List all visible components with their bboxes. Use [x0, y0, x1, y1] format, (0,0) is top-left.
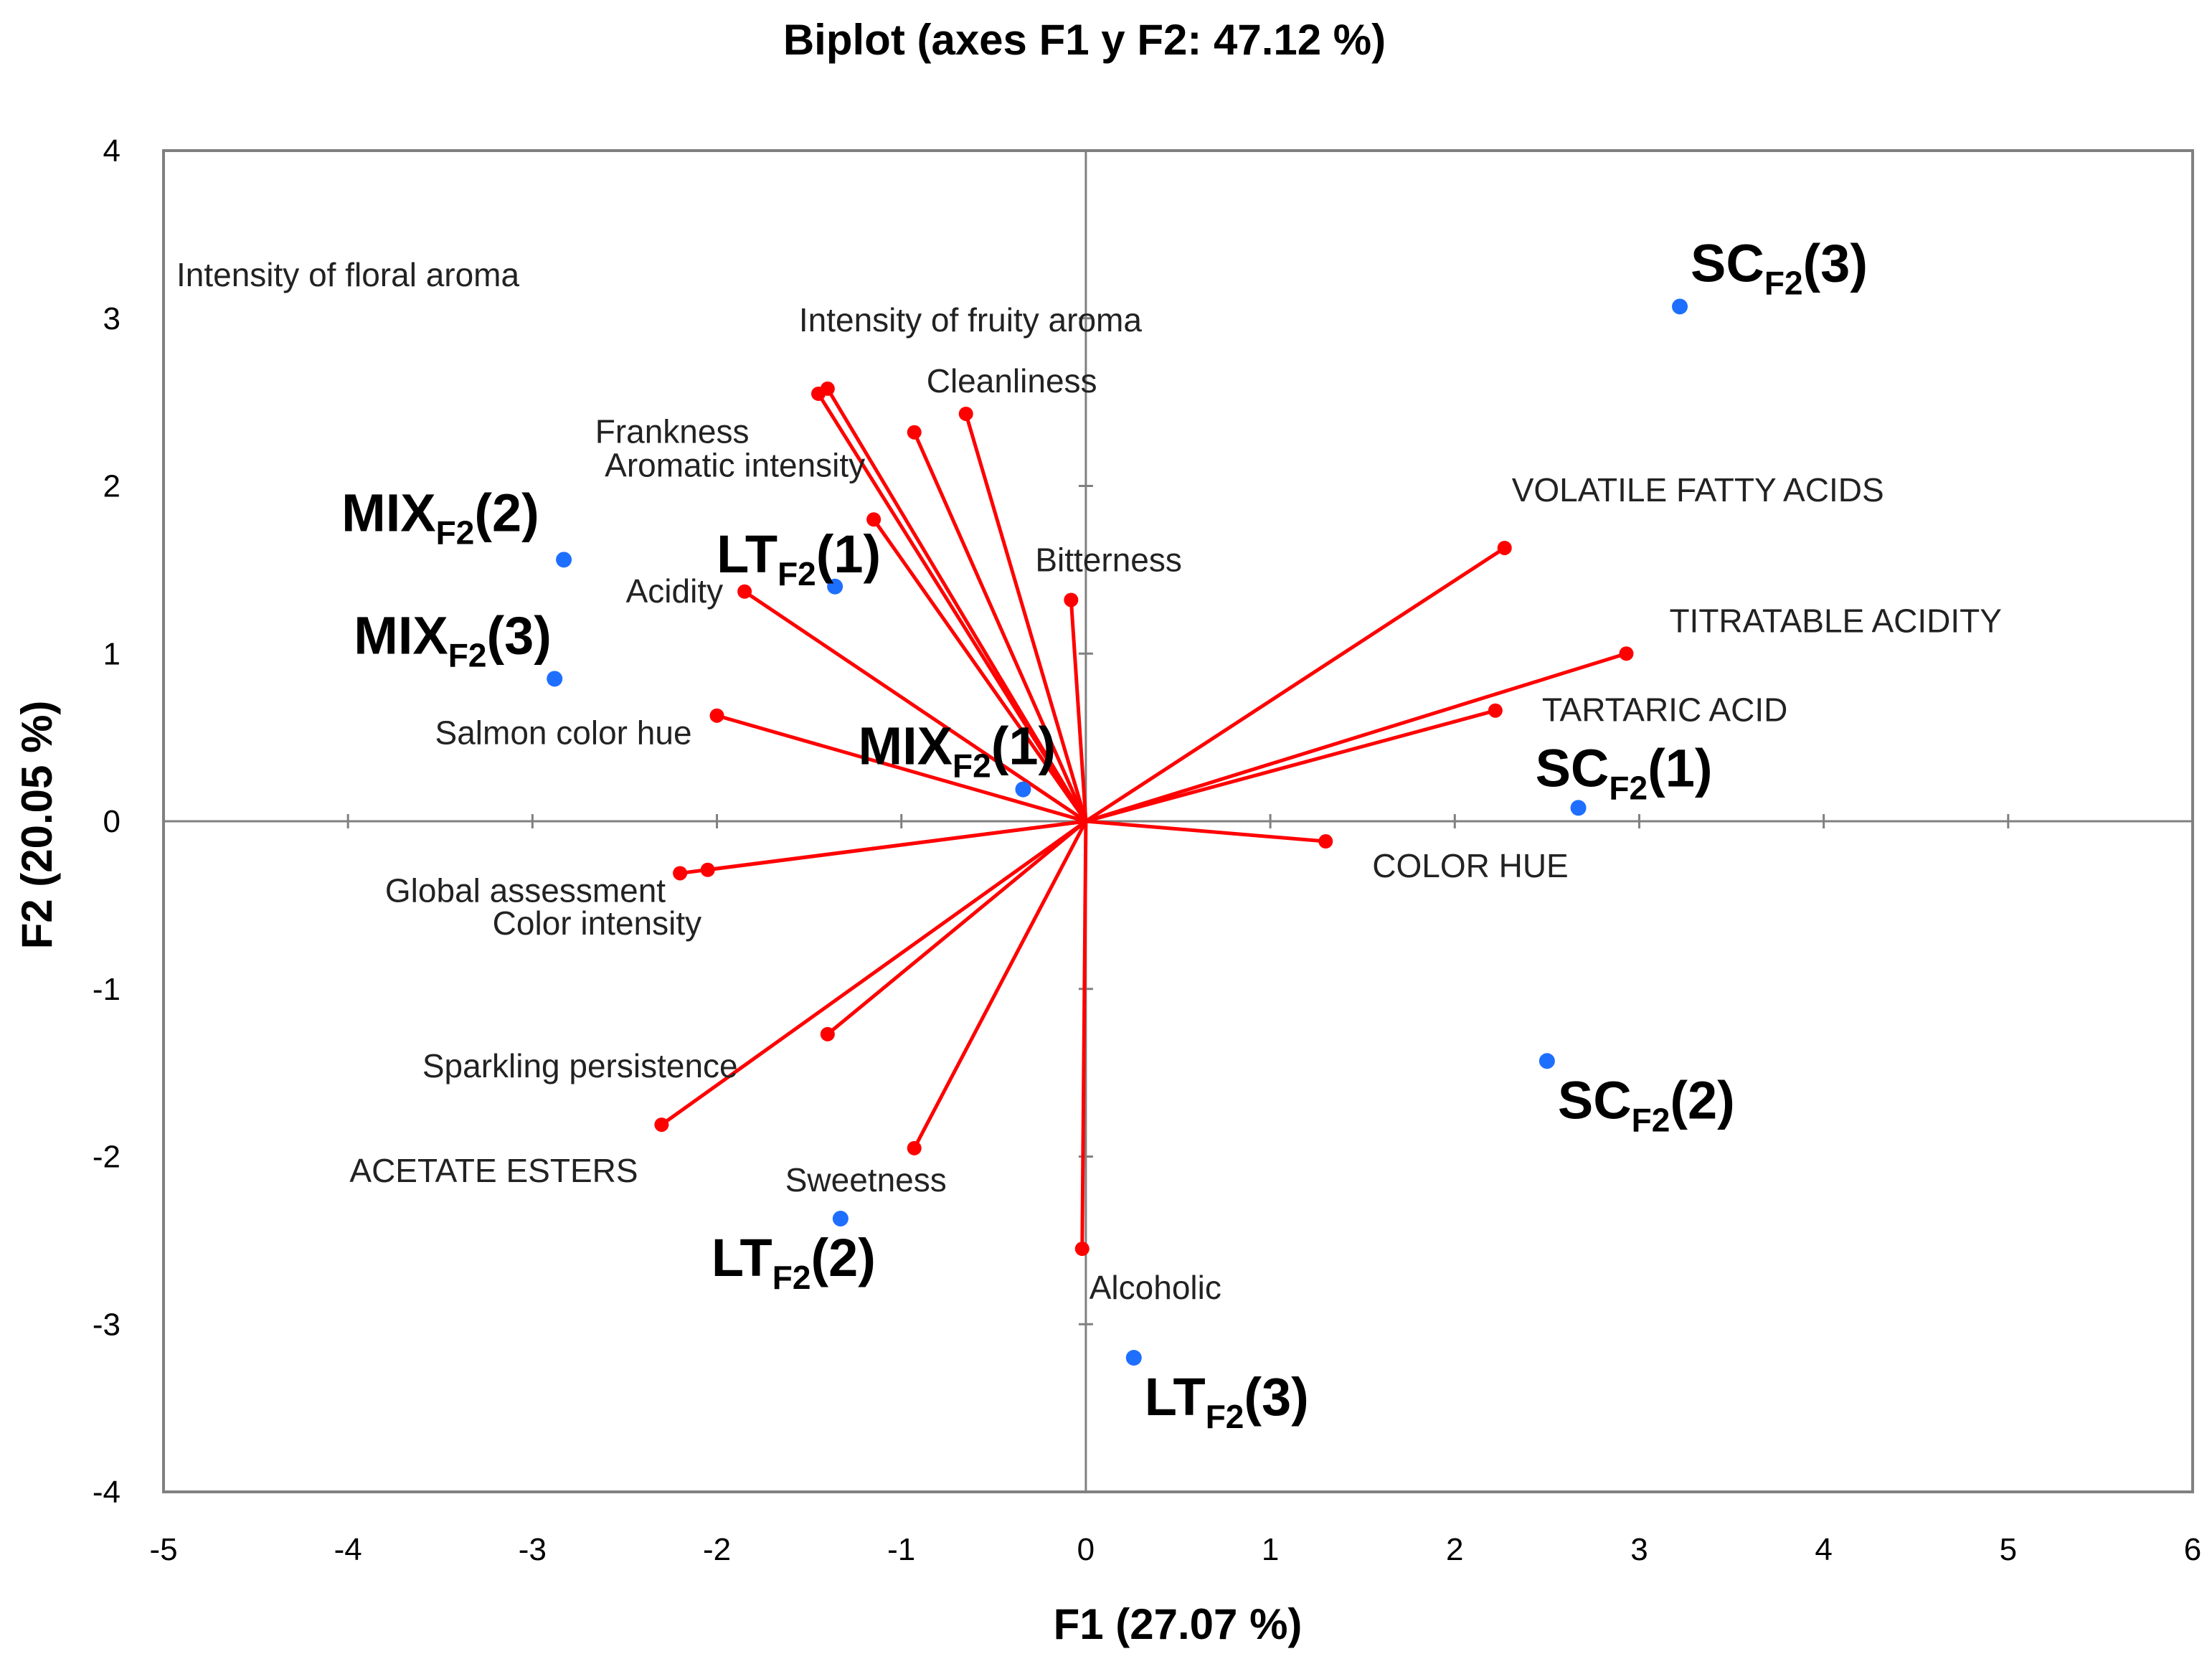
- loading-point: [1619, 646, 1634, 661]
- y-tick-label: 3: [103, 301, 120, 336]
- loading-vector: [743, 590, 1087, 823]
- variable-label: Global assessment: [385, 871, 666, 909]
- x-tick-label: -4: [334, 1532, 362, 1567]
- observation-label: SCF2(3): [1691, 233, 1868, 301]
- x-tick-label: 1: [1262, 1532, 1279, 1567]
- loading-point: [907, 425, 922, 440]
- observation-point: [827, 578, 843, 595]
- x-tick-label: -5: [149, 1532, 177, 1567]
- variable-label: ACETATE ESTERS: [349, 1152, 638, 1189]
- variable-label: Aromatic intensity: [605, 446, 865, 483]
- observation-point: [1015, 781, 1031, 798]
- observation-point: [556, 552, 572, 568]
- loading-point: [1497, 540, 1512, 555]
- loading-point: [1074, 1242, 1090, 1257]
- x-tick-label: 6: [2184, 1532, 2201, 1567]
- loading-point: [654, 1117, 669, 1133]
- variable-label: Bitterness: [1035, 541, 1182, 578]
- loading-point: [737, 584, 752, 599]
- loading-point: [673, 866, 688, 881]
- loading-point: [820, 1026, 835, 1041]
- x-tick-label: 4: [1815, 1532, 1832, 1567]
- variable-label: Color intensity: [493, 904, 701, 942]
- x-tick-label: -2: [703, 1532, 731, 1567]
- chart-title: Biplot (axes F1 y F2: 47.12 %): [783, 16, 1386, 64]
- variable-label: Acidity: [626, 572, 723, 610]
- loading-vector: [872, 518, 1087, 823]
- y-tick-label: 1: [103, 636, 120, 671]
- variable-label: Cleanliness: [927, 362, 1097, 400]
- y-tick-label: 4: [103, 133, 120, 169]
- loading-vector: [716, 714, 1087, 823]
- y-tick-label: 0: [103, 804, 120, 839]
- observation-point: [1539, 1053, 1555, 1069]
- observation-label: MIXF2(2): [341, 483, 539, 551]
- loading-vector: [1069, 600, 1088, 822]
- x-tick-label: 5: [2000, 1532, 2017, 1567]
- loading-vector: [1085, 709, 1496, 823]
- x-tick-label: -1: [887, 1532, 915, 1567]
- loading-vector: [1085, 651, 1627, 823]
- loading-point: [866, 512, 882, 527]
- variable-label: Alcoholic: [1090, 1269, 1221, 1306]
- y-tick-label: -2: [93, 1140, 120, 1175]
- variable-label: COLOR HUE: [1372, 847, 1568, 884]
- observation-label: SCF2(1): [1536, 738, 1713, 806]
- variable-label: TITRATABLE ACIDITY: [1669, 602, 2001, 639]
- loading-vector: [912, 820, 1088, 1149]
- loading-point: [958, 406, 973, 421]
- loading-point: [820, 381, 835, 396]
- loading-vector: [826, 820, 1087, 1036]
- loading-point: [1318, 834, 1333, 849]
- x-tick-label: 0: [1077, 1532, 1095, 1567]
- observation-label: MIXF2(1): [858, 717, 1056, 785]
- loading-vector: [964, 413, 1088, 822]
- observation-label: SCF2(2): [1558, 1070, 1735, 1138]
- y-tick-label: -3: [93, 1307, 120, 1342]
- x-tick-label: 2: [1446, 1532, 1463, 1567]
- y-tick-label: -1: [93, 972, 120, 1007]
- loading-point: [1488, 703, 1503, 718]
- observation-point: [1125, 1350, 1142, 1366]
- loading-vector: [912, 431, 1088, 823]
- y-tick-label: -4: [93, 1475, 120, 1510]
- variable-label: Salmon color hue: [435, 714, 692, 752]
- loading-vector: [1084, 546, 1506, 823]
- observation-label: LTF2(1): [717, 524, 881, 592]
- loading-vector: [1085, 819, 1326, 843]
- variable-label: VOLATILE FATTY ACIDS: [1512, 471, 1884, 509]
- variable-label: Sweetness: [785, 1161, 947, 1199]
- observation-point: [1570, 800, 1587, 816]
- observation-point: [547, 671, 563, 687]
- observation-label: MIXF2(3): [354, 605, 552, 673]
- variable-label: Sparkling persistence: [422, 1047, 738, 1084]
- loading-vector: [707, 819, 1087, 872]
- variable-label: Intensity of floral aroma: [176, 256, 520, 293]
- x-tick-label: -3: [519, 1532, 547, 1567]
- loading-vector: [660, 819, 1087, 1127]
- variable-label: Intensity of fruity aroma: [799, 301, 1142, 339]
- y-axis-title: F2 (20.05 %): [13, 701, 61, 950]
- loading-point: [907, 1140, 922, 1155]
- observation-label: LTF2(3): [1145, 1367, 1309, 1435]
- x-tick-label: 3: [1630, 1532, 1648, 1567]
- x-axis-title: F1 (27.07 %): [1054, 1600, 1303, 1648]
- y-tick-label: 2: [103, 469, 120, 504]
- loading-point: [709, 708, 724, 723]
- loading-vector: [826, 387, 1088, 823]
- loading-point: [700, 862, 715, 877]
- observation-point: [1672, 298, 1688, 315]
- variable-label: Frankness: [595, 413, 750, 450]
- observation-point: [832, 1210, 849, 1226]
- loading-point: [1064, 592, 1079, 608]
- variable-label: TARTARIC ACID: [1542, 691, 1787, 729]
- loading-vector: [1080, 821, 1088, 1249]
- observation-label: LTF2(2): [712, 1228, 876, 1296]
